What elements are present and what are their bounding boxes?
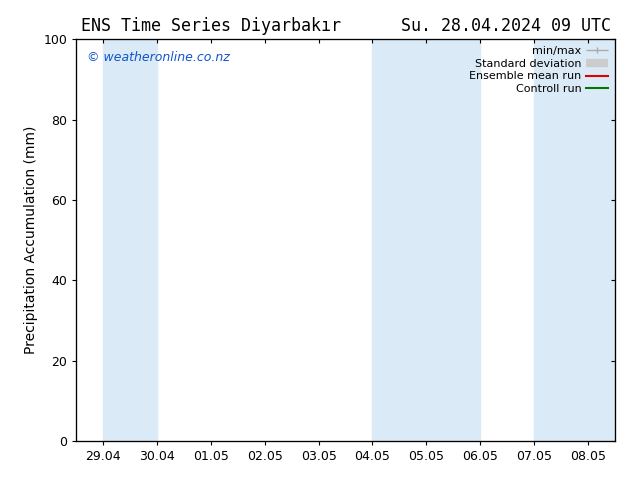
Title: ENS Time Series Diyarbakır      Su. 28.04.2024 09 UTC: ENS Time Series Diyarbakır Su. 28.04.202… — [81, 17, 611, 35]
Y-axis label: Precipitation Accumulation (mm): Precipitation Accumulation (mm) — [23, 126, 37, 354]
Bar — [534, 39, 615, 441]
Bar — [373, 39, 481, 441]
Legend: min/max, Standard deviation, Ensemble mean run, Controll run: min/max, Standard deviation, Ensemble me… — [466, 43, 612, 98]
Text: © weatheronline.co.nz: © weatheronline.co.nz — [87, 51, 230, 64]
Bar — [103, 39, 157, 441]
